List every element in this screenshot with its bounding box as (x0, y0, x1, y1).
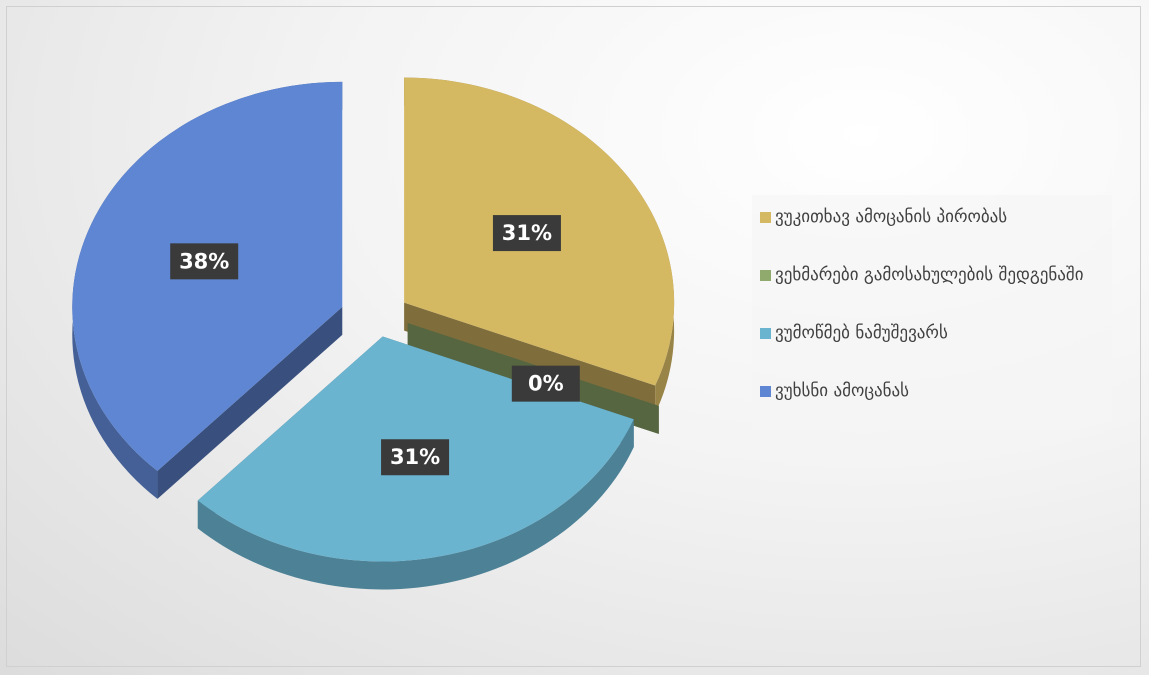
data-label-box (170, 243, 239, 280)
data-label-box (492, 215, 561, 252)
data-label-box (381, 439, 450, 476)
legend-item: ვუხსნი ამოცანას (760, 377, 1112, 405)
chart-frame (6, 6, 1141, 667)
legend-item: ვეხმარები გამოსახულების შედგენაში (760, 261, 1112, 289)
data-label: 31% (390, 445, 440, 469)
legend-label: ვუკითხავ ამოცანის პირობას (775, 207, 1008, 227)
legend-swatch (760, 270, 771, 281)
legend-item: ვუმოწმებ ნამუშევარს (760, 319, 1112, 347)
legend: ვუკითხავ ამოცანის პირობას ვეხმარები გამოს… (752, 195, 1112, 429)
data-label: 31% (502, 221, 552, 245)
data-label: 38% (179, 249, 229, 273)
data-label-box (511, 365, 580, 402)
data-label: 0% (528, 372, 564, 396)
slice (407, 323, 659, 406)
slice-side (197, 419, 634, 590)
legend-item: ვუკითხავ ამოცანის პირობას (760, 203, 1112, 231)
legend-label: ვეხმარები გამოსახულების შედგენაში (775, 265, 1084, 285)
legend-swatch (760, 212, 771, 223)
slice-edge (157, 306, 343, 499)
legend-swatch (760, 386, 771, 397)
legend-label: ვუხსნი ამოცანას (775, 381, 910, 401)
legend-label: ვუმოწმებ ნამუშევარს (775, 323, 948, 343)
legend-swatch (760, 328, 771, 339)
